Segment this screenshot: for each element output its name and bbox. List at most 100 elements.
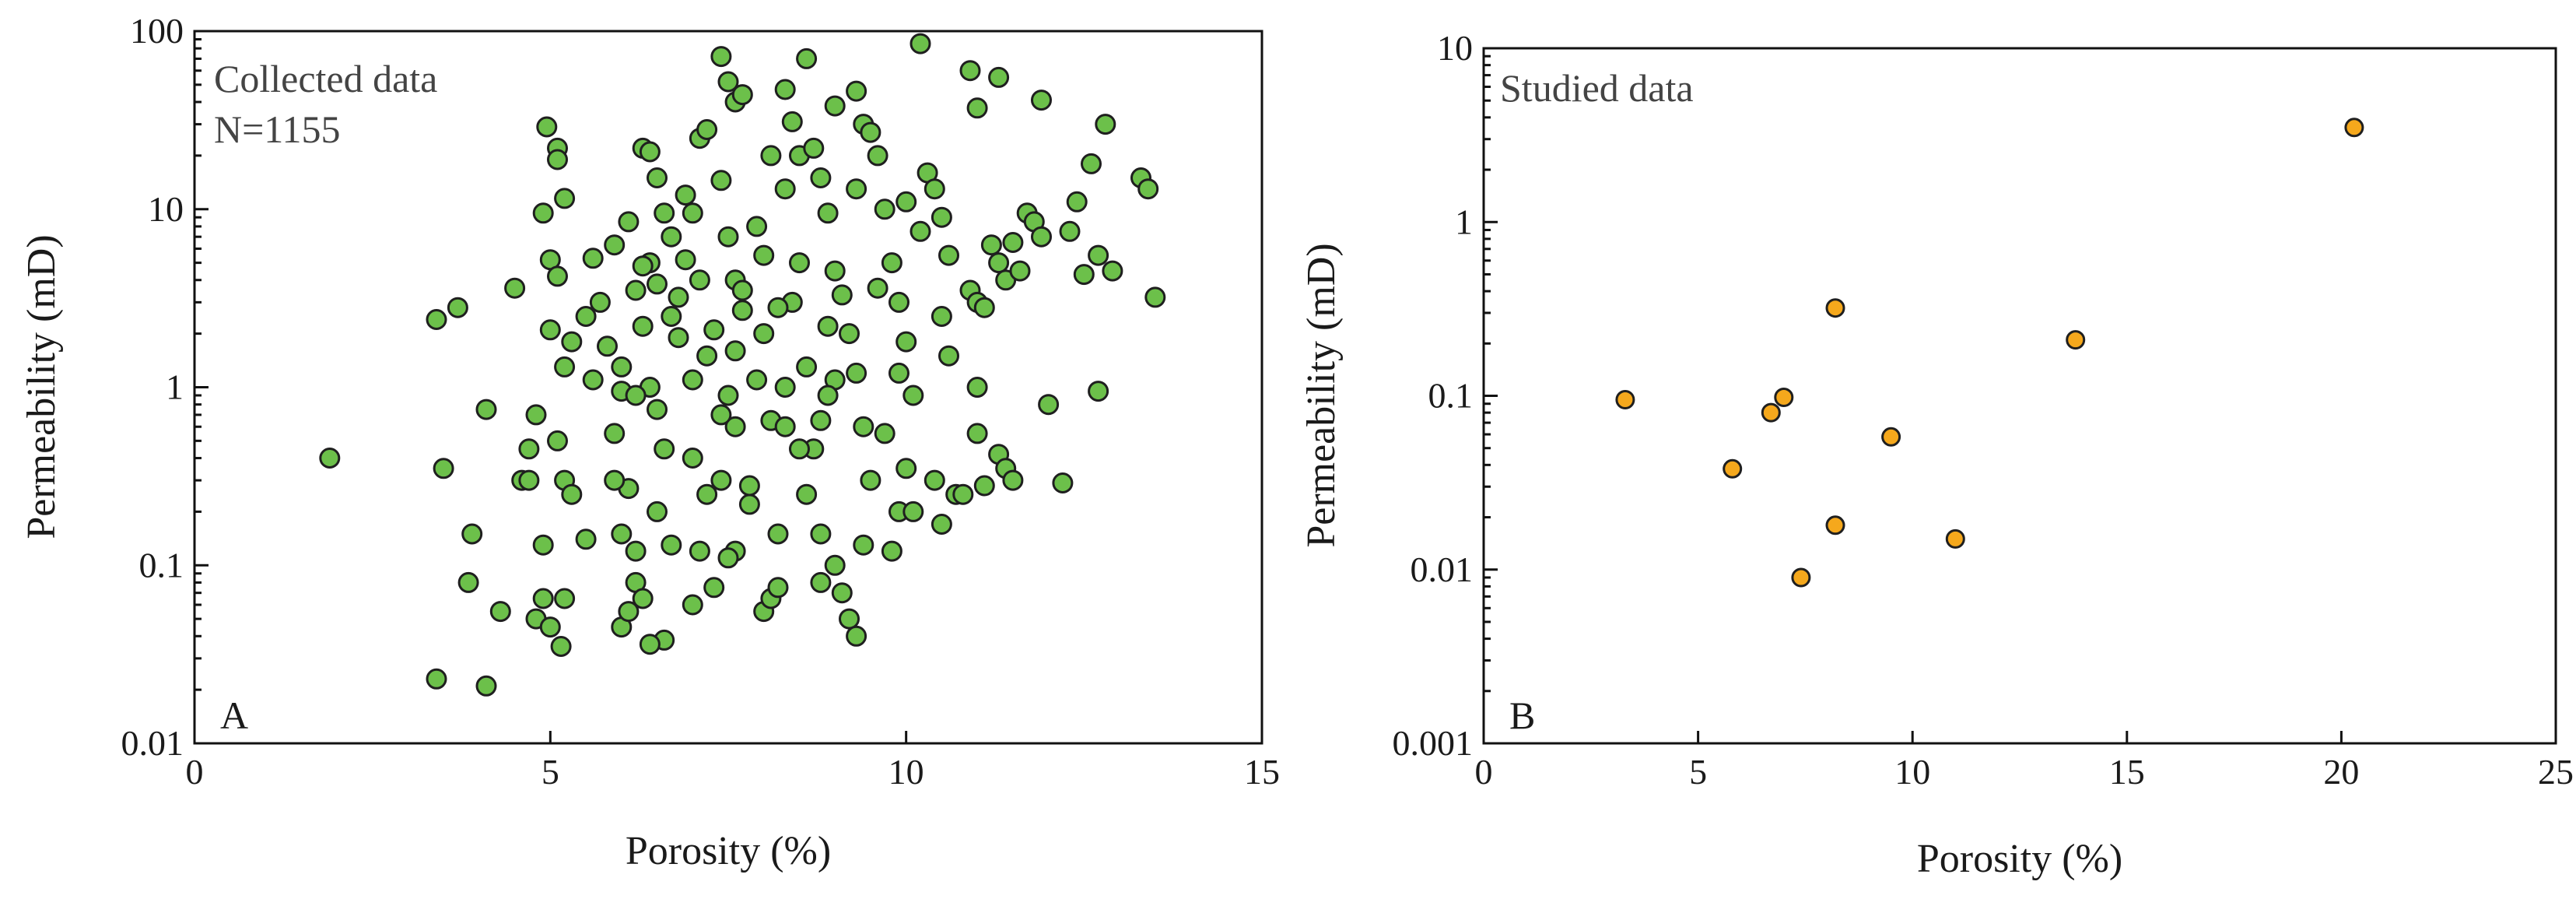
panel-a-y-tick-label: 10	[148, 189, 184, 229]
panel-a-data-point	[554, 588, 576, 609]
panel-a-data-point	[824, 260, 846, 282]
panel-b-data-point	[1761, 402, 1781, 423]
panel-b-y-axis-title: Permeability (mD)	[1299, 243, 1344, 547]
panel-a-data-point	[796, 47, 818, 69]
panel-a-data-point	[1066, 191, 1088, 212]
panel-a-data-point	[846, 178, 867, 200]
panel-a-data-point	[1031, 90, 1052, 111]
panel-a-data-point	[654, 438, 675, 460]
panel-a-data-point	[909, 33, 931, 54]
panel-a-y-tick-label: 100	[130, 11, 184, 51]
panel-a-x-tick-label: 10	[888, 752, 924, 792]
panel-a-data-point	[810, 167, 832, 188]
panel-a-data-point	[931, 514, 952, 535]
panel-a-data-point	[703, 319, 725, 341]
panel-b-data-point	[1825, 298, 1845, 318]
panel-a-x-tick-label: 15	[1244, 752, 1280, 792]
panel-b-data-point	[1881, 427, 1901, 447]
panel-a-data-point	[1038, 394, 1060, 416]
panel-a-data-point	[632, 255, 654, 277]
panel-a-data-point	[611, 356, 633, 378]
panel-a-data-point	[731, 300, 753, 321]
panel-a-data-point	[867, 145, 888, 167]
panel-a-data-point	[1081, 153, 1102, 174]
panel-a-data-point	[532, 534, 554, 556]
panel-a-data-point	[554, 188, 576, 209]
panel-a-data-point	[988, 252, 1010, 274]
panel-a-data-point	[561, 483, 583, 505]
panel-a-data-point	[536, 116, 558, 138]
panel-a-data-point	[639, 634, 661, 655]
panel-a-data-point	[881, 252, 902, 274]
panel-a-data-point	[689, 540, 710, 562]
panel-b-x-axis-title: Porosity (%)	[1917, 837, 2122, 881]
panel-a-data-point	[831, 582, 853, 604]
panel-a-data-point	[931, 306, 952, 327]
panel-a-data-point	[746, 369, 768, 391]
panel-b-x-tick-label: 25	[2538, 752, 2574, 792]
panel-a-data-point	[604, 469, 626, 491]
panel-a-data-point	[618, 601, 640, 623]
panel-a-data-point	[561, 331, 583, 353]
panel-a-data-point	[647, 167, 668, 188]
panel-b-ticks: 0 5 10 15 20 25 0.001 0.01 0.1 1 10	[1393, 28, 2574, 792]
panel-a-data-point	[575, 306, 597, 327]
panel-a-data-point	[881, 540, 902, 562]
panel-a-data-point	[938, 244, 959, 266]
panel-a-data-point	[1095, 114, 1116, 135]
panel-a-data-point	[547, 265, 568, 287]
panel-a-data-point	[661, 534, 682, 556]
panel-b-x-tick-label: 20	[2323, 752, 2359, 792]
panel-a-data-point	[924, 178, 945, 200]
panel-a-data-point	[319, 448, 341, 469]
panel-a-data-point	[539, 616, 561, 638]
panel-a-data-point	[1088, 381, 1109, 402]
panel-a-data-point	[475, 399, 497, 420]
panel-a-data-point	[895, 458, 917, 479]
panel-a-x-tick-label: 0	[186, 752, 204, 792]
panel-a-data-point	[867, 277, 888, 299]
panel-a-points	[319, 33, 1166, 697]
panel-a-data-point	[774, 377, 796, 398]
panel-a-data-point	[1137, 178, 1159, 200]
panel-a-data-point	[966, 377, 988, 398]
panel-a-data-point	[924, 469, 945, 491]
panel-a-data-point	[1031, 226, 1052, 248]
panel-a-data-point	[846, 625, 867, 647]
panel-a-data-point	[966, 97, 988, 119]
panel-a-y-tick-label: 1	[166, 367, 184, 407]
panel-a-data-point	[824, 554, 846, 576]
panel-a-data-point	[966, 423, 988, 444]
panel-a-data-point	[717, 71, 739, 93]
panel-a-data-point	[753, 244, 775, 266]
panel-a-data-point	[817, 202, 839, 224]
panel-a-data-point	[902, 385, 924, 406]
panel-a-data-point	[682, 202, 703, 224]
panel-a-data-point	[625, 540, 647, 562]
panel-a-data-point	[888, 291, 909, 313]
panel-a-data-point	[717, 385, 739, 406]
panel-a-y-tick-label: 0.1	[139, 545, 184, 585]
panel-a-data-point	[489, 601, 511, 623]
panel-a-data-point	[789, 252, 810, 274]
panel-a-data-point	[611, 523, 633, 545]
panel-b-plot-frame	[1482, 47, 2557, 745]
panel-a-data-point	[632, 588, 654, 609]
panel-a-data-point	[647, 273, 668, 295]
panel-a-data-point	[1002, 469, 1024, 491]
panel-a-data-point	[668, 327, 689, 349]
panel-a-data-point	[547, 149, 568, 170]
panel-b-data-point	[2066, 330, 2086, 350]
panel-a-data-point	[710, 46, 732, 68]
panel-a-y-axis-title: Permeability (mD)	[19, 234, 64, 539]
panel-a-letter: A	[220, 694, 248, 737]
panel-a-data-point	[860, 121, 881, 143]
panel-a-data-point	[973, 475, 995, 497]
panel-a-data-point	[895, 331, 917, 353]
panel-b-studied-data: 0 5 10 15 20 25 0.001 0.01 0.1 1 10 Studied data B…	[1299, 28, 2574, 881]
panel-a-data-point	[696, 345, 718, 367]
panel-a-y-tick-label: 0.01	[121, 723, 184, 763]
panel-a-data-point	[703, 577, 725, 599]
panel-a-data-point	[475, 675, 497, 697]
panel-a-data-point	[824, 95, 846, 117]
